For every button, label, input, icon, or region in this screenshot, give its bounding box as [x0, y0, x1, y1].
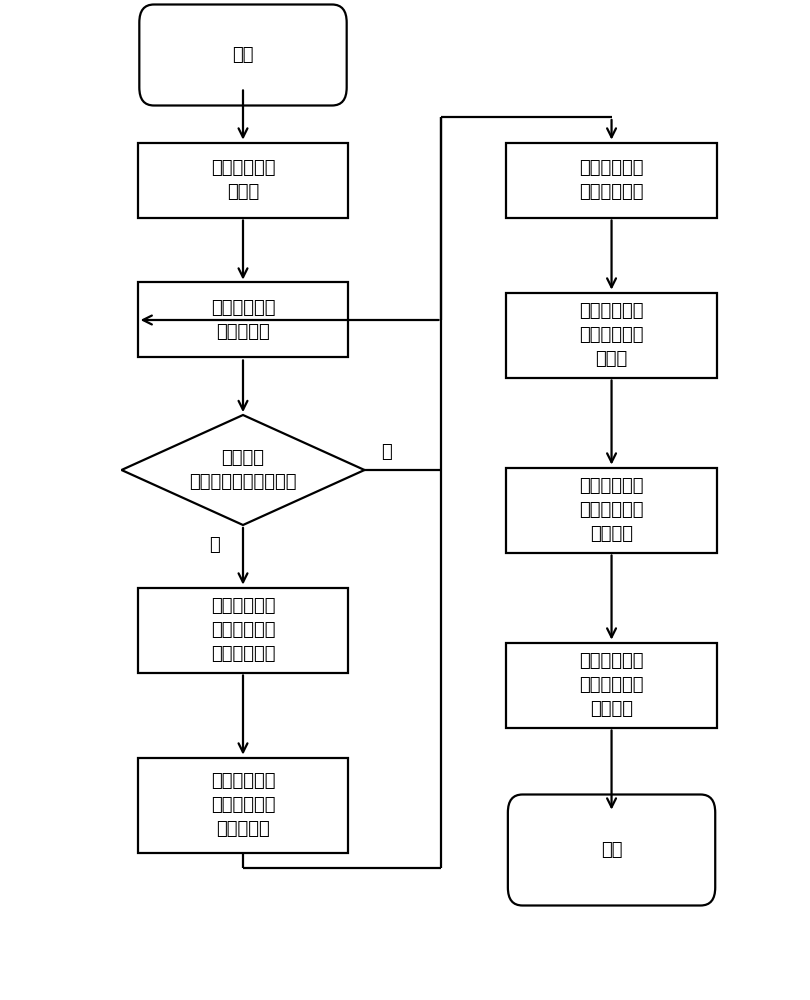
Bar — [138, 282, 348, 357]
Bar — [506, 643, 717, 728]
Text: 微处理器实时
计算飞行器位
置及姿态: 微处理器实时 计算飞行器位 置及姿态 — [579, 477, 644, 543]
Text: 微处理器实时
接收筛选数据: 微处理器实时 接收筛选数据 — [579, 159, 644, 201]
Bar — [506, 142, 717, 218]
Text: 是: 是 — [209, 536, 220, 554]
Text: 结束: 结束 — [601, 841, 622, 859]
Text: 图像、姿态、
高度信息以节
点形式发布: 图像、姿态、 高度信息以节 点形式发布 — [211, 772, 275, 838]
Text: 微处理器利用
时间戳进行同
步处理: 微处理器利用 时间戳进行同 步处理 — [579, 302, 644, 368]
Text: 开始: 开始 — [232, 46, 254, 64]
Polygon shape — [122, 415, 364, 525]
Text: 否: 否 — [381, 443, 391, 461]
Bar — [138, 758, 348, 852]
Bar — [506, 292, 717, 377]
Bar — [138, 587, 348, 672]
Bar — [138, 142, 348, 218]
Text: 输出位置速度
作为飞行器控
制器输入: 输出位置速度 作为飞行器控 制器输入 — [579, 652, 644, 718]
Text: 定位传感装置
初始化: 定位传感装置 初始化 — [211, 159, 275, 201]
Text: 微处理器
接收定位传感装置数据: 微处理器 接收定位传感装置数据 — [190, 449, 296, 491]
FancyBboxPatch shape — [508, 794, 715, 906]
Text: 飞行器起飞，
定位传感装置
开始获取数据: 飞行器起飞， 定位传感装置 开始获取数据 — [211, 597, 275, 663]
FancyBboxPatch shape — [139, 5, 347, 105]
Text: 微处理器任务
节点初始化: 微处理器任务 节点初始化 — [211, 299, 275, 341]
Bar — [506, 468, 717, 552]
